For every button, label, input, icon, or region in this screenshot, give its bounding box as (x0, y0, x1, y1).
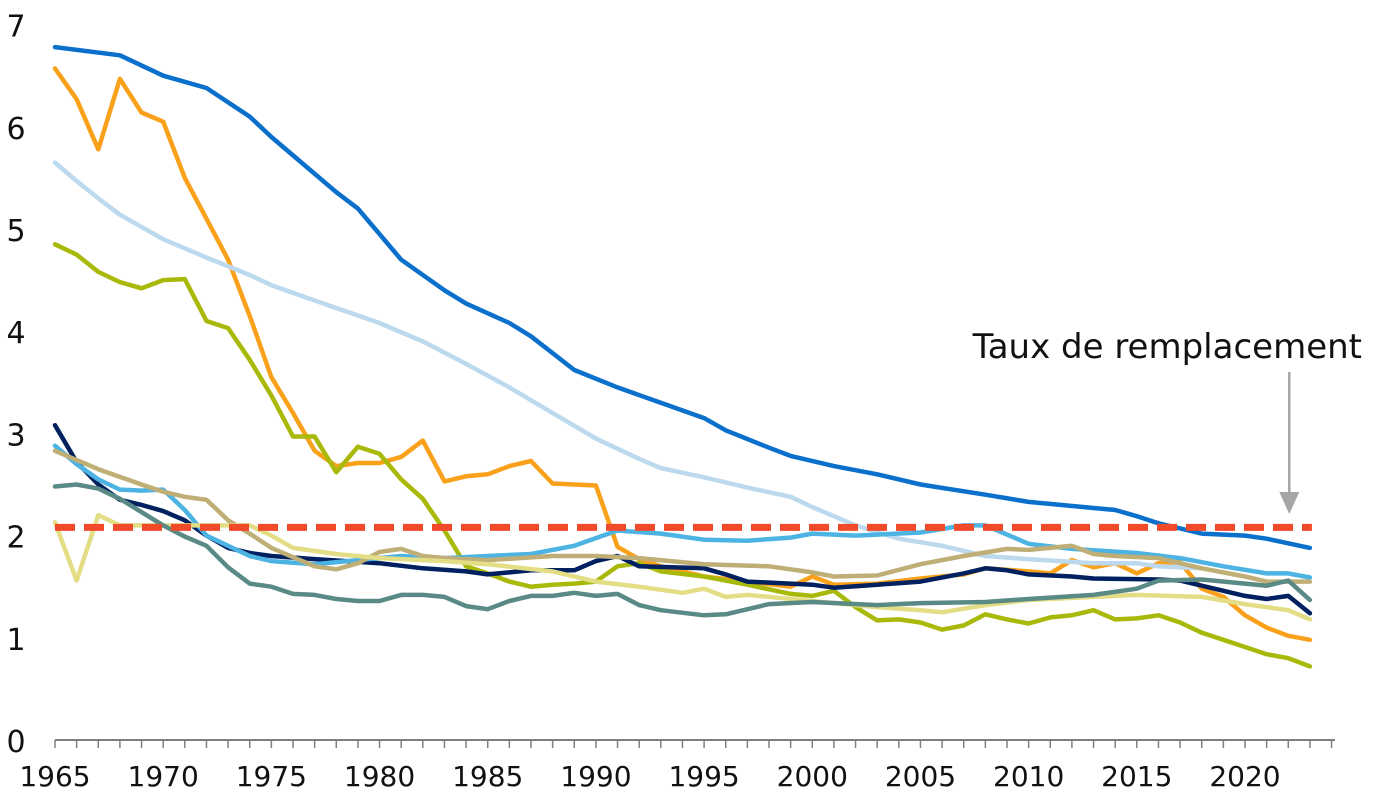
y-tick-label: 1 (6, 623, 25, 658)
y-tick-label: 3 (6, 418, 25, 453)
x-tick-label: 1970 (128, 760, 199, 793)
x-tick-label: 1965 (19, 760, 90, 793)
axes (54, 739, 1335, 748)
x-tick-label: 1990 (560, 760, 631, 793)
y-tick-labels: 0 1 2 3 4 5 6 7 (6, 10, 25, 760)
y-tick-label: 2 (6, 521, 25, 556)
replacement-arrow-icon (1279, 492, 1300, 514)
x-tick-label: 1980 (344, 760, 415, 793)
x-tick-label: 2010 (993, 760, 1064, 793)
series-line-2 (52, 66, 1313, 643)
series-line-5 (52, 422, 1313, 616)
x-tick-label: 2020 (1209, 760, 1280, 793)
y-tick-label: 4 (6, 316, 25, 351)
y-tick-label: 7 (6, 10, 25, 45)
reference-layer: Taux de remplacement (55, 327, 1362, 531)
series-layer (52, 44, 1313, 669)
series-line-3 (52, 160, 1204, 571)
x-tick-label: 1985 (452, 760, 523, 793)
x-tick-label: 1995 (668, 760, 739, 793)
series-line-1 (52, 44, 1313, 551)
series-line-7 (52, 448, 1313, 584)
x-tick-label: 1975 (236, 760, 307, 793)
x-tick-label: 2000 (777, 760, 848, 793)
x-tick-labels: 1965 1970 1975 1980 1985 1990 1995 2000 2005 2010… (19, 760, 1280, 793)
y-tick-label: 6 (6, 112, 25, 147)
x-tick-label: 2015 (1101, 760, 1172, 793)
x-tick-label: 2005 (885, 760, 956, 793)
y-tick-label: 5 (6, 214, 25, 249)
series-line-9 (52, 482, 1313, 618)
y-tick-label: 0 (6, 725, 25, 760)
series-line-4 (52, 242, 1313, 669)
replacement-rate-label: Taux de remplacement (972, 327, 1362, 367)
